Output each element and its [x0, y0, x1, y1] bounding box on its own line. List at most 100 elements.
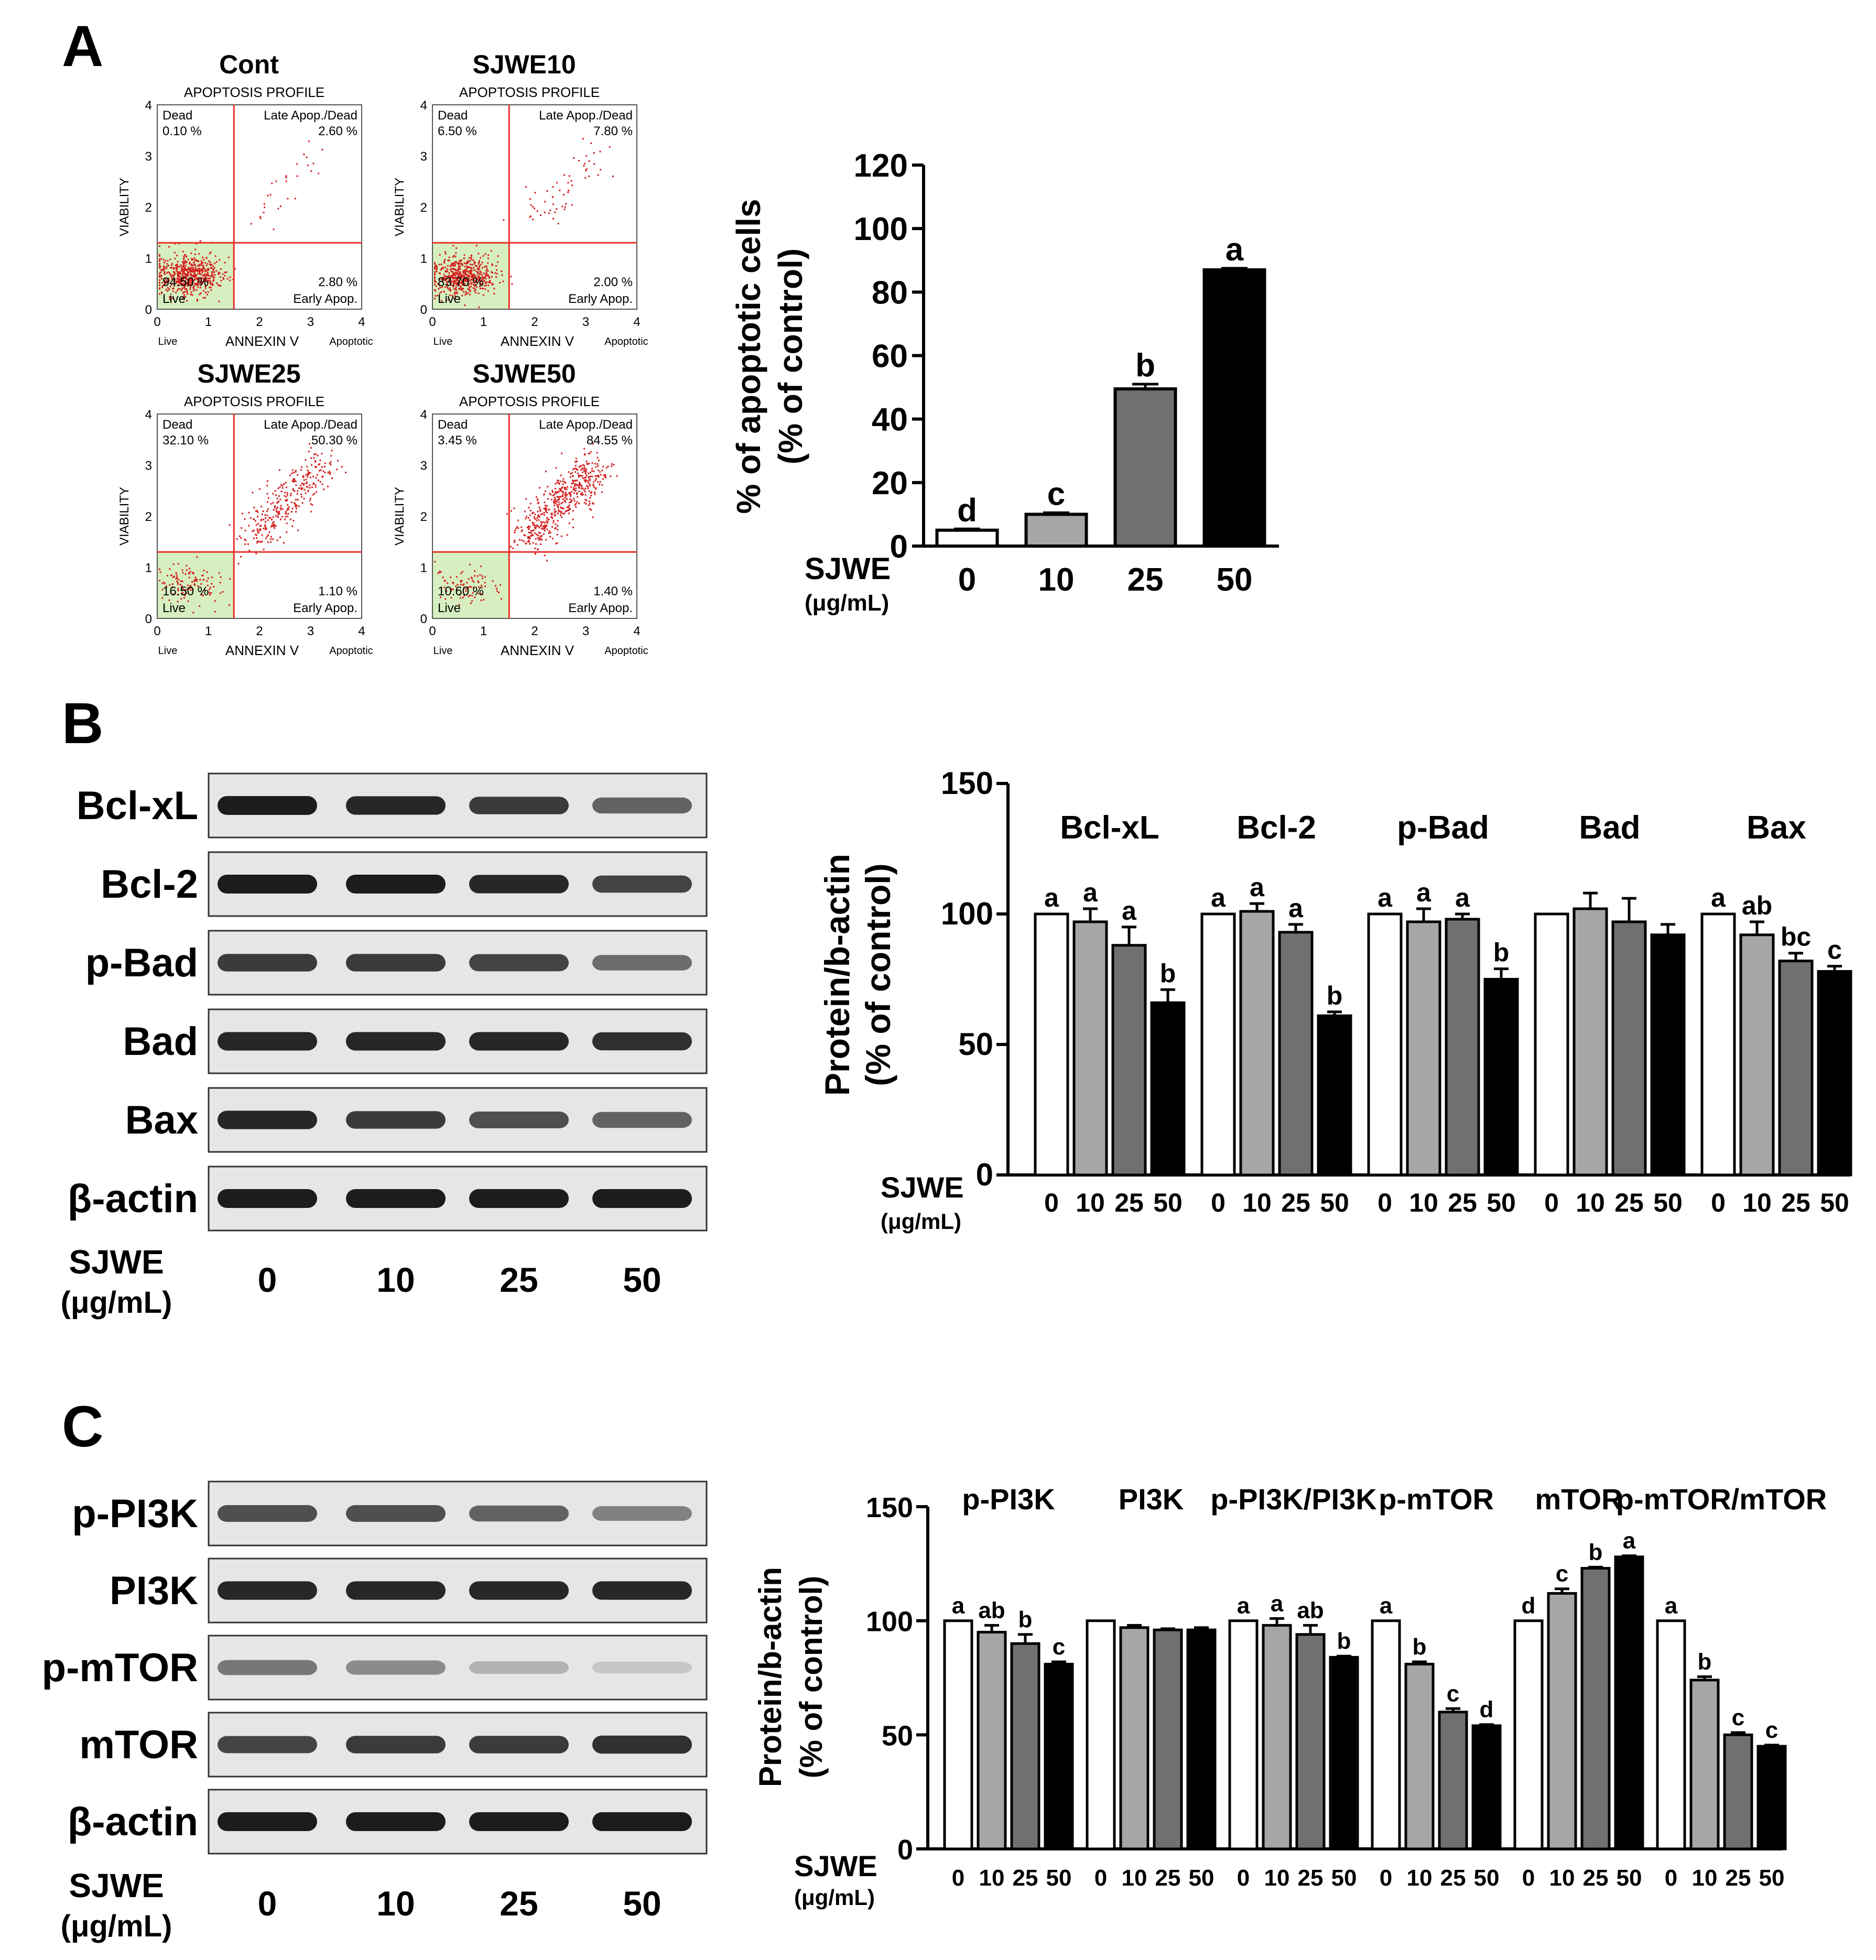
- flow-dot: [181, 269, 183, 271]
- flow-dot: [266, 536, 268, 538]
- flow-dot: [257, 530, 259, 532]
- flow-dot: [483, 276, 485, 278]
- flow-dot: [292, 489, 295, 491]
- flow-x-apoptotic-label: Apoptotic: [604, 336, 648, 347]
- flow-dot: [475, 280, 477, 282]
- flow-dot: [288, 506, 290, 508]
- flow-dot: [185, 275, 187, 277]
- flow-dot: [489, 280, 491, 282]
- flow-dot: [567, 182, 569, 184]
- flow-dot: [457, 269, 459, 271]
- flow-dot: [455, 286, 457, 288]
- flow-dot: [469, 290, 471, 292]
- flow-dot: [291, 472, 293, 474]
- flow-dot: [159, 287, 160, 289]
- flow-dot: [202, 282, 204, 284]
- flow-dot: [250, 223, 252, 225]
- flow-dot: [576, 501, 578, 503]
- flow-dot: [459, 288, 461, 290]
- flow-dot: [578, 484, 580, 486]
- blot-row-label: p-Bad: [85, 941, 198, 985]
- flow-dot: [174, 258, 176, 260]
- flow-dot: [458, 270, 460, 272]
- flow-dot: [510, 276, 512, 278]
- significance-letter: a: [1665, 1593, 1678, 1619]
- flow-dot: [589, 508, 591, 510]
- flow-dot: [528, 507, 530, 509]
- flow-dot: [587, 480, 589, 482]
- flow-dot: [200, 292, 202, 294]
- flow-x-live-label: Live: [433, 645, 453, 657]
- flow-dot: [437, 283, 439, 285]
- panel-letter-a: A: [62, 14, 103, 79]
- flow-dot: [448, 288, 450, 290]
- significance-letter: c: [1047, 476, 1065, 512]
- flow-dot: [289, 518, 291, 520]
- flow-dot: [161, 589, 164, 591]
- flow-dot: [554, 497, 556, 499]
- bar: [1186, 1628, 1217, 1850]
- flow-dot: [165, 279, 167, 281]
- flow-dot: [187, 271, 189, 273]
- flow-dot: [484, 582, 486, 584]
- flow-dot: [173, 277, 175, 279]
- flow-dot: [482, 255, 484, 257]
- flow-dot: [241, 513, 243, 515]
- flow-dot: [463, 276, 465, 278]
- flow-dot: [210, 251, 212, 253]
- flow-dot: [554, 504, 556, 506]
- flow-dot: [556, 208, 558, 210]
- flow-dot: [479, 270, 481, 272]
- bar: [1723, 1733, 1753, 1850]
- flow-dot: [598, 469, 600, 471]
- flow-dot: [439, 292, 441, 294]
- blot-band: [346, 1581, 446, 1600]
- flow-dot: [311, 504, 313, 506]
- blot-band: [346, 1505, 446, 1522]
- blot-band: [592, 1112, 692, 1128]
- bar: [1404, 1662, 1435, 1850]
- flow-dot: [171, 586, 173, 589]
- flow-y-tick: 3: [420, 150, 427, 164]
- flow-x-tick: 4: [633, 624, 640, 638]
- flow-dot: [159, 293, 160, 295]
- flow-dot: [163, 267, 165, 269]
- flow-dot: [560, 512, 562, 514]
- flow-dot: [527, 541, 529, 543]
- flow-dot: [475, 286, 478, 288]
- flow-dot: [460, 583, 462, 585]
- flow-dot: [222, 591, 224, 593]
- flow-dot: [473, 586, 475, 589]
- lane-label: 0: [258, 1884, 277, 1923]
- bar: [1034, 912, 1069, 1177]
- flow-dot: [477, 271, 479, 274]
- flow-dot: [267, 497, 269, 499]
- flow-dot: [312, 494, 314, 496]
- quadrant-label-live: Live: [162, 601, 186, 615]
- flow-dot: [480, 264, 482, 266]
- flow-dot: [209, 286, 211, 288]
- flow-dot: [175, 280, 177, 282]
- flow-dot: [214, 262, 216, 264]
- flow-dot: [207, 281, 209, 284]
- flow-dot: [196, 580, 198, 582]
- flow-dot: [265, 529, 267, 531]
- bar: [1044, 1662, 1074, 1850]
- flow-dot: [456, 292, 458, 295]
- flow-dot: [460, 260, 462, 262]
- flow-dot: [177, 274, 179, 276]
- flow-dot: [478, 593, 480, 595]
- flow-dot: [452, 589, 454, 591]
- flow-dot: [159, 266, 161, 268]
- flow-x-tick: 1: [205, 315, 212, 329]
- flow-dot: [265, 527, 267, 529]
- blot-band: [218, 954, 317, 972]
- flow-dot: [247, 543, 249, 545]
- flow-dot: [593, 470, 595, 472]
- flow-x-live-label: Live: [158, 645, 178, 657]
- flow-dot: [442, 576, 444, 579]
- flow-dot: [465, 291, 467, 293]
- flow-dot: [194, 259, 196, 261]
- flow-dot: [214, 255, 216, 257]
- flow-dot: [459, 273, 461, 275]
